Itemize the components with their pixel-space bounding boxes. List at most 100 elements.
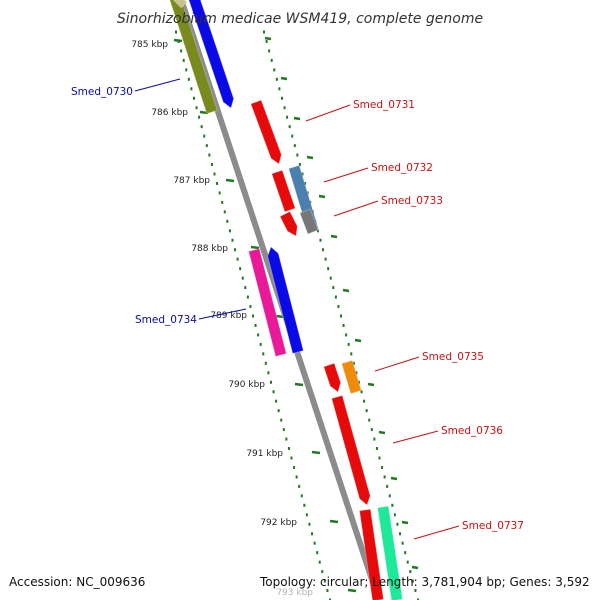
kbp-tick-label: 786 kbp <box>151 108 188 118</box>
track-dot <box>254 323 257 327</box>
track-dot <box>280 418 283 422</box>
track-dot <box>259 342 262 346</box>
gene-cds-smed-0730[interactable] <box>188 0 235 109</box>
track-dot <box>290 456 293 460</box>
gene-feature-smed-0733a[interactable] <box>271 169 296 213</box>
track-dot <box>342 323 345 327</box>
track-dot <box>293 144 296 148</box>
track-dot <box>340 314 342 318</box>
track-dot <box>381 465 384 469</box>
gene-label-leader <box>333 200 379 217</box>
gene-feature-smed-0737[interactable] <box>376 505 404 600</box>
gene-label-leader <box>392 430 439 444</box>
gene-feature-smed-0733[interactable] <box>279 210 298 237</box>
track-tick <box>354 338 362 343</box>
track-dot <box>308 522 311 526</box>
track-dot <box>213 172 216 176</box>
track-dot <box>210 163 213 167</box>
track-dot <box>352 361 355 365</box>
kbp-tick-label: 785 kbp <box>131 40 168 50</box>
track-dot <box>323 579 326 583</box>
track-dot <box>285 437 288 441</box>
track-dot <box>280 96 283 100</box>
gene-label-smed-0734[interactable]: Smed_0734 <box>135 314 197 326</box>
track-dot <box>365 409 368 413</box>
track-tick <box>378 430 386 435</box>
track-dot <box>311 532 314 536</box>
gene-features <box>169 0 404 600</box>
track-dot <box>180 49 183 53</box>
kbp-tick-label: 792 kbp <box>260 518 297 528</box>
track-dot <box>291 134 294 138</box>
gene-feature-smed-0735a[interactable] <box>323 362 342 393</box>
map-title: Sinorhizobium medicae WSM419, complete g… <box>117 11 483 27</box>
track-dot <box>252 314 254 318</box>
track-dot <box>329 598 331 600</box>
gene-label-smed-0732[interactable]: Smed_0732 <box>371 162 433 174</box>
accession-text: Accession: NC_009636 <box>9 575 146 589</box>
track-dot <box>264 361 267 365</box>
track-dot <box>388 494 391 498</box>
track-dot <box>192 96 195 100</box>
track-tick <box>411 565 419 570</box>
track-dot <box>241 276 244 280</box>
track-dot <box>304 181 307 185</box>
gene-feature-smed-0734[interactable] <box>248 248 287 357</box>
track-dot <box>319 238 322 242</box>
track-dot <box>355 371 358 375</box>
kbp-tick-label: 788 kbp <box>191 244 228 254</box>
track-dot <box>295 475 298 479</box>
gene-label-smed-0735[interactable]: Smed_0735 <box>422 351 484 363</box>
gene-label-leader <box>323 167 369 183</box>
gene-label-smed-0733[interactable]: Smed_0733 <box>381 195 443 207</box>
track-dot <box>396 522 399 526</box>
track-tick <box>401 520 409 525</box>
track-dot <box>272 390 275 394</box>
gene-labels: Smed_0730 Smed_0731 Smed_0732 Smed_0733 Smed… <box>71 78 524 540</box>
track-dot <box>316 551 319 555</box>
track-dot <box>218 191 221 195</box>
gene-feature-smed-0735[interactable] <box>341 359 362 395</box>
gene-label-smed-0730[interactable]: Smed_0730 <box>71 86 133 98</box>
track-dot <box>205 144 208 148</box>
track-dot <box>298 484 301 488</box>
track-dot <box>282 428 285 432</box>
track-tick <box>390 476 398 481</box>
track-dot <box>277 409 280 413</box>
track-dot <box>404 551 407 555</box>
track-dot <box>313 541 316 545</box>
track-dot <box>332 286 335 290</box>
gene-feature-smed-0730[interactable] <box>169 0 218 115</box>
track-dot <box>287 447 290 451</box>
gene-feature-smed-0731[interactable] <box>250 99 282 165</box>
track-dot <box>286 115 289 119</box>
track-dot <box>375 447 378 451</box>
gene-label-smed-0736[interactable]: Smed_0736 <box>441 425 503 437</box>
gene-cds-smed-0734[interactable] <box>267 246 304 354</box>
track-dot <box>275 399 278 403</box>
track-dot <box>316 229 319 233</box>
track-tick <box>280 76 288 81</box>
track-dot <box>187 77 190 81</box>
gene-label-smed-0737[interactable]: Smed_0737 <box>462 520 524 532</box>
track-dot <box>267 371 270 375</box>
gene-feature-smed-0737a[interactable] <box>358 508 385 600</box>
track-dot <box>417 598 419 600</box>
track-dot <box>383 475 386 479</box>
track-dot <box>350 352 353 356</box>
track-dot <box>360 390 363 394</box>
track-dot <box>386 484 389 488</box>
kbp-tick-labels: 785 kbp 786 kbp 787 kbp 788 kbp 789 kbp 790 k… <box>131 40 313 598</box>
track-dot <box>406 560 409 564</box>
track-dot <box>216 181 219 185</box>
gene-feature-upstream[interactable] <box>171 0 188 9</box>
kbp-tick-mark <box>173 38 183 43</box>
track-dot <box>278 87 281 91</box>
track-tick <box>264 36 272 41</box>
track-dot <box>239 267 242 271</box>
track-dot <box>226 219 229 223</box>
track-dot <box>262 352 265 356</box>
gene-feature-smed-0736[interactable] <box>331 394 371 506</box>
gene-feature-smed-0732-tail[interactable] <box>299 208 319 235</box>
gene-label-smed-0731[interactable]: Smed_0731 <box>353 99 415 111</box>
